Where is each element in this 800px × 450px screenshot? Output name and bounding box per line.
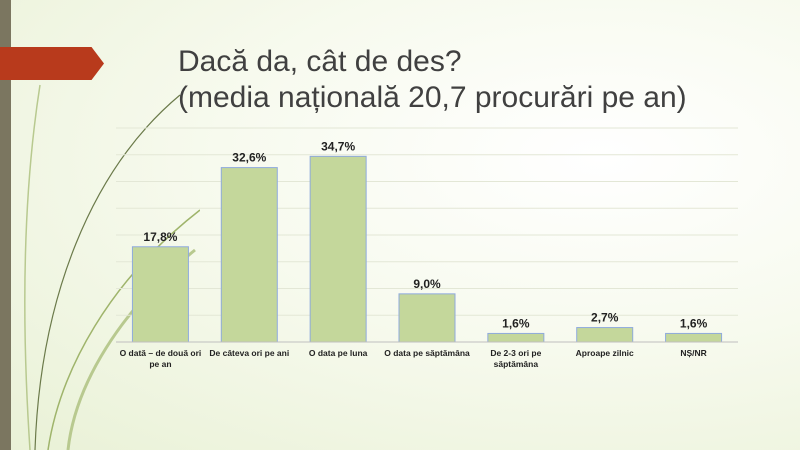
data-label-5: 2,7%: [591, 311, 619, 325]
category-label-0: O dată – de două ori pe an: [120, 348, 202, 369]
category-label-4: De 2-3 ori pe săptămâna: [490, 348, 541, 369]
data-label-2: 34,7%: [321, 139, 355, 153]
data-label-4: 1,6%: [502, 316, 530, 330]
slide-title: Dacă da, cât de des? (media națională 20…: [178, 44, 778, 116]
left-accent-bar: [0, 0, 11, 450]
bar-2: [309, 155, 367, 343]
category-label-2: O data pe luna: [309, 348, 368, 358]
bar-5: [576, 327, 634, 343]
bar-0: [131, 246, 189, 343]
category-label-6: NȘ/NR: [680, 348, 706, 358]
slide-title-line1: Dacă da, cât de des?: [178, 45, 462, 78]
arrow-tab-accent: [0, 47, 104, 80]
data-label-0: 17,8%: [143, 230, 177, 244]
slide-title-line2: (media națională 20,7 procurări pe an): [178, 81, 687, 114]
category-label-1: De câteva ori pe ani: [209, 348, 289, 358]
bar-6: [665, 332, 723, 343]
data-label-6: 1,6%: [680, 316, 708, 330]
category-label-5: Aproape zilnic: [576, 348, 634, 358]
data-label-3: 9,0%: [413, 277, 441, 291]
bar-3: [398, 293, 456, 343]
bar-4: [487, 332, 545, 343]
category-label-3: O data pe săptămâna: [384, 348, 470, 358]
data-label-1: 32,6%: [232, 151, 266, 165]
bar-1: [220, 167, 278, 343]
